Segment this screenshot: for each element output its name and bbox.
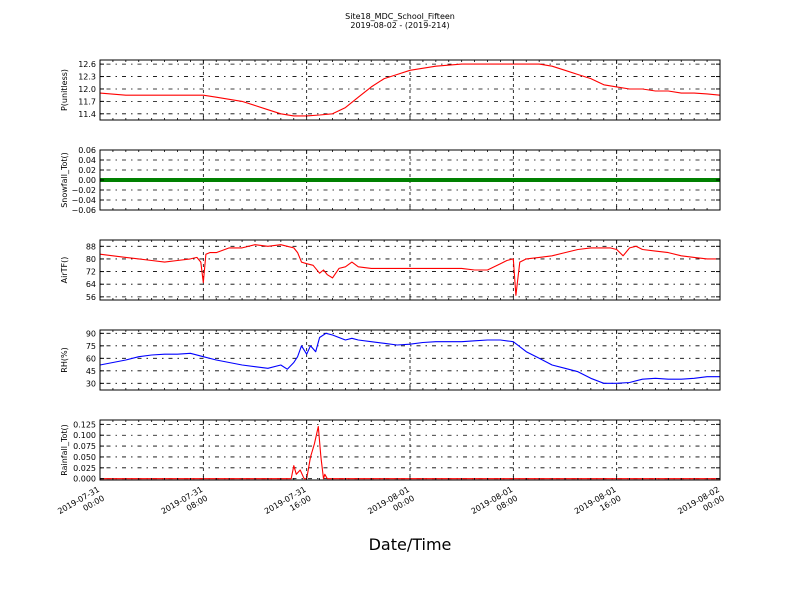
y-tick-label: 30: [86, 379, 96, 388]
y-tick-label: 88: [86, 242, 96, 251]
y-tick-label: 75: [86, 342, 96, 351]
y-tick-label: 56: [86, 293, 96, 302]
y-tick-label: 0.125: [73, 420, 96, 429]
y-tick-label: 12.6: [78, 60, 96, 69]
y-tick-label: 0.000: [73, 475, 96, 484]
figure-subtitle: 2019-08-02 - (2019-214): [350, 21, 449, 30]
series-line: [100, 425, 720, 480]
y-tick-label: 80: [86, 255, 96, 264]
y-axis-label: Rainfall_Tot(): [60, 424, 69, 476]
panel-4: 30 45 60 75 90 RH(%): [60, 329, 721, 391]
y-tick-label: 0.075: [73, 442, 96, 451]
y-tick-label: 0.06: [78, 146, 96, 155]
y-tick-label: −0.02: [71, 186, 96, 195]
y-tick-label: 45: [86, 367, 96, 376]
y-tick-label: 0.050: [73, 453, 96, 462]
y-tick-label: 60: [86, 354, 96, 363]
panels: 11.411.712.012.312.6P(unitless)−0.06−0.0…: [56, 59, 726, 516]
y-tick-label: 0.025: [73, 464, 96, 473]
panel-5: 0.000 0.025 0.050 0.075 0.100 0.125 Rainfall_T…: [60, 419, 721, 484]
series-line: [99, 244, 720, 296]
y-tick-label: 11.4: [78, 110, 96, 119]
y-axis-label: RH(%): [60, 347, 69, 372]
y-tick-label: 64: [86, 280, 96, 289]
y-tick-label: 11.7: [78, 97, 96, 106]
y-tick-label: −0.06: [71, 206, 96, 215]
y-tick-label: −0.04: [71, 196, 96, 205]
series-line: [99, 332, 720, 384]
y-tick-label: 90: [86, 329, 96, 338]
y-tick-label: 72: [86, 268, 96, 277]
y-tick-label: 12.0: [78, 85, 96, 94]
y-tick-label: 0.02: [78, 166, 96, 175]
figure-title: Site18_MDC_School_Fifteen: [345, 12, 455, 21]
y-tick-label: 0.100: [73, 431, 96, 440]
panel-2: −0.06−0.04−0.020.000.020.040.06 Snowfall_…: [60, 146, 721, 215]
y-tick-label: 0.04: [78, 156, 96, 165]
x-axis-label: Date/Time: [369, 535, 452, 554]
series-line: [99, 63, 721, 117]
y-axis-label: AirTF(): [60, 257, 69, 284]
panel-1: 11.4 11.7 12.0 12.3 12.6 P(unitless): [60, 59, 721, 121]
y-tick-label: 0.00: [78, 176, 96, 185]
y-axis-label: Snowfall_Tot(): [60, 152, 69, 208]
panel-3: 56 64 72 80 88 AirTF(): [60, 239, 721, 302]
y-tick-label: 12.3: [78, 73, 96, 82]
y-axis-label: P(unitless): [60, 69, 69, 111]
